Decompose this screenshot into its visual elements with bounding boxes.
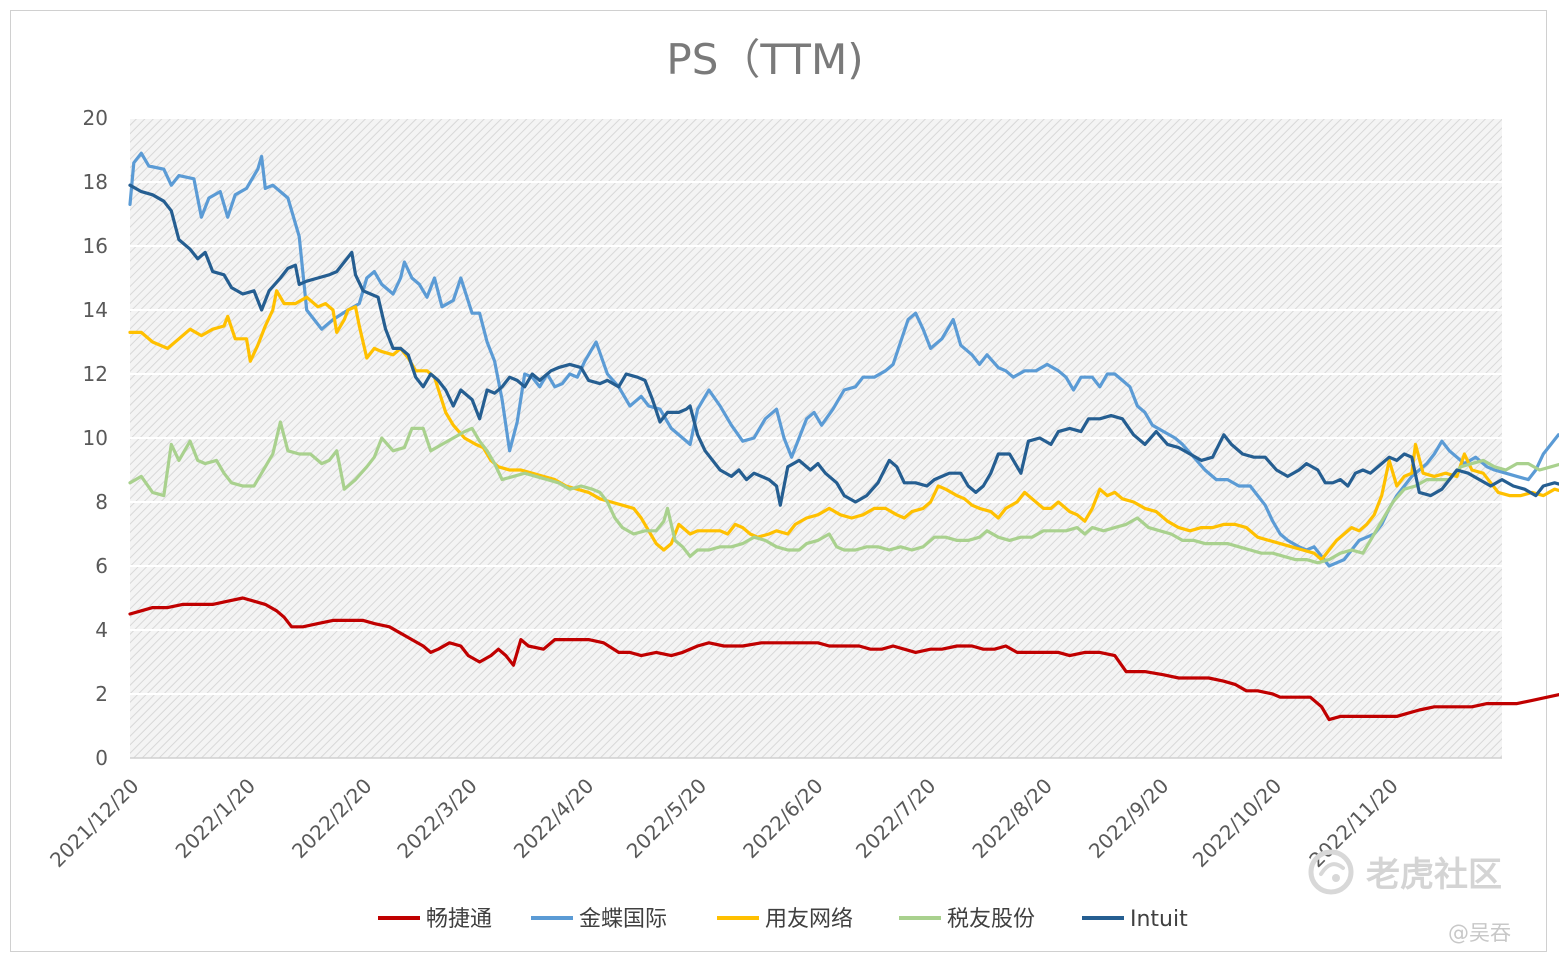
- legend-label: 税友股份: [947, 907, 1035, 932]
- x-tick-label: 2022/9/20: [1084, 774, 1173, 863]
- legend-item: Intuit: [1082, 907, 1188, 932]
- y-tick-label: 4: [95, 618, 108, 642]
- x-tick-label: 2022/7/20: [851, 774, 940, 863]
- x-tick-label: 2022/5/20: [622, 774, 711, 863]
- legend-item: 用友网络: [717, 907, 853, 932]
- x-tick-label: 2022/3/20: [392, 774, 481, 863]
- x-tick-label: 2021/12/20: [45, 774, 143, 872]
- x-axis-ticks: 2021/12/20 2022/1/20 2022/2/20 2022/3/20 202…: [45, 774, 1403, 872]
- watermark-handle: @吴吞: [1448, 921, 1511, 945]
- x-tick-label: 2022/2/20: [287, 774, 376, 863]
- series-line-2: [128, 289, 1559, 562]
- x-tick-label: 2022/4/20: [509, 774, 598, 863]
- tiger-logo-icon: [1308, 849, 1354, 895]
- y-tick-label: 8: [95, 490, 108, 514]
- legend-label: 金蝶国际: [579, 907, 667, 932]
- legend: 畅捷通 金蝶国际 用友网络 税友股份 Intuit: [378, 907, 1188, 932]
- y-tick-label: 14: [83, 298, 108, 322]
- x-tick-label: 2022/6/20: [738, 774, 827, 863]
- gridlines: [130, 117, 1502, 695]
- x-tick-label: 2022/8/20: [967, 774, 1056, 863]
- series-line-0: [128, 596, 1559, 722]
- legend-label: Intuit: [1130, 907, 1188, 932]
- watermark: 老虎社区 @吴吞: [1308, 849, 1511, 945]
- x-tick-label: 2022/10/20: [1188, 774, 1286, 872]
- watermark-brand: 老虎社区: [1366, 855, 1502, 895]
- chart-title: PS（TTM): [666, 35, 863, 84]
- y-tick-label: 0: [95, 746, 108, 770]
- y-tick-label: 2: [95, 682, 108, 706]
- legend-item: 金蝶国际: [531, 907, 667, 932]
- series-line-4: [128, 183, 1559, 507]
- x-tick-label: 2022/1/20: [171, 774, 260, 863]
- y-tick-label: 18: [83, 170, 108, 194]
- legend-item: 税友股份: [899, 907, 1035, 932]
- series-lines: [128, 151, 1559, 722]
- y-tick-label: 12: [83, 362, 108, 386]
- legend-item: 畅捷通: [378, 907, 492, 932]
- y-tick-label: 20: [83, 106, 108, 130]
- y-tick-label: 6: [95, 554, 108, 578]
- legend-label: 畅捷通: [426, 907, 492, 932]
- y-tick-label: 10: [83, 426, 108, 450]
- y-tick-label: 16: [83, 234, 108, 258]
- series-line-3: [128, 420, 1559, 565]
- legend-label: 用友网络: [765, 907, 853, 932]
- y-axis-ticks: 0 2 4 6 8 10 12 14 16 18 20: [83, 106, 108, 770]
